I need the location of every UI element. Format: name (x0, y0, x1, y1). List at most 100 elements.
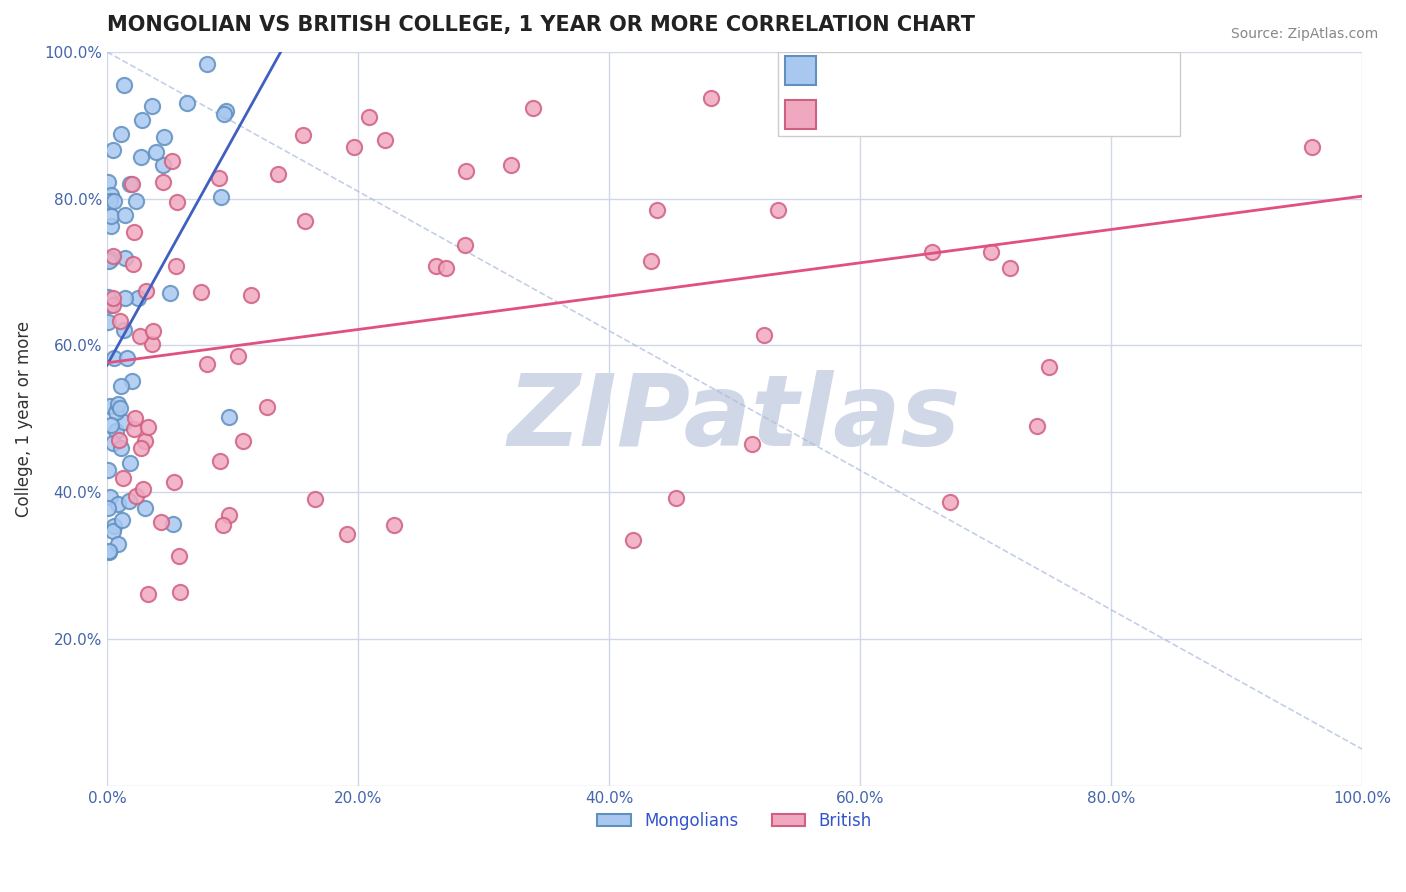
British (741, 437, 763, 451)
Mongolians (98, 253, 121, 268)
Mongolians (114, 251, 136, 265)
Mongolians (114, 291, 136, 305)
Mongolians (100, 219, 122, 233)
Mongolians (107, 537, 129, 551)
British (121, 177, 143, 191)
British (124, 422, 146, 436)
British (122, 225, 145, 239)
Mongolians (97, 315, 120, 329)
Text: MONGOLIAN VS BRITISH COLLEGE, 1 YEAR OR MORE CORRELATION CHART: MONGOLIAN VS BRITISH COLLEGE, 1 YEAR OR … (107, 15, 974, 35)
British (218, 508, 240, 522)
British (343, 140, 366, 154)
British (129, 442, 152, 456)
Mongolians (141, 99, 163, 113)
British (103, 291, 125, 305)
British (128, 329, 150, 343)
British (107, 433, 129, 447)
British (232, 434, 254, 449)
Mongolians (176, 95, 198, 110)
British (136, 419, 159, 434)
British (111, 471, 134, 485)
Mongolians (214, 103, 236, 118)
Legend: Mongolians, British: Mongolians, British (591, 805, 879, 836)
Mongolians (110, 128, 132, 142)
British (621, 533, 644, 547)
Mongolians (98, 490, 121, 504)
British (103, 250, 125, 264)
British (766, 202, 789, 217)
British (160, 153, 183, 168)
Mongolians (100, 194, 122, 208)
British (640, 253, 662, 268)
British (166, 195, 188, 210)
Mongolians (97, 175, 120, 189)
British (499, 158, 522, 172)
Mongolians (107, 397, 129, 411)
British (132, 482, 155, 496)
British (136, 587, 159, 601)
British (108, 313, 131, 327)
Mongolians (111, 513, 134, 527)
Mongolians (104, 405, 127, 419)
British (134, 434, 156, 449)
Mongolians (159, 285, 181, 300)
Mongolians (97, 290, 120, 304)
British (208, 171, 231, 186)
Mongolians (100, 418, 122, 433)
British (209, 453, 232, 467)
Mongolians (98, 544, 121, 558)
Mongolians (209, 190, 232, 204)
British (103, 298, 125, 312)
British (150, 515, 173, 529)
British (939, 495, 962, 509)
Mongolians (118, 457, 141, 471)
British (152, 175, 174, 189)
Mongolians (114, 208, 136, 222)
Mongolians (97, 500, 120, 515)
British (267, 167, 290, 181)
British (357, 110, 380, 124)
British (645, 203, 668, 218)
Mongolians (162, 517, 184, 532)
Mongolians (103, 524, 125, 539)
British (980, 244, 1002, 259)
British (226, 349, 249, 363)
Mongolians (110, 379, 132, 393)
Mongolians (104, 424, 127, 438)
Mongolians (118, 494, 141, 508)
British (169, 585, 191, 599)
Mongolians (100, 188, 122, 202)
British (135, 285, 157, 299)
British (122, 257, 145, 271)
Mongolians (107, 497, 129, 511)
British (212, 518, 235, 533)
FancyBboxPatch shape (779, 52, 1180, 136)
British (1000, 260, 1022, 275)
Mongolians (195, 56, 218, 70)
British (294, 214, 316, 228)
British (163, 475, 186, 490)
Mongolians (100, 209, 122, 223)
British (384, 518, 406, 533)
Text: ZIPatlas: ZIPatlas (508, 370, 962, 467)
British (522, 101, 544, 115)
British (797, 81, 820, 95)
Mongolians (110, 442, 132, 456)
Mongolians (103, 143, 125, 157)
FancyBboxPatch shape (785, 55, 815, 85)
Mongolians (134, 500, 156, 515)
Mongolians (112, 323, 135, 337)
British (1026, 419, 1049, 434)
British (752, 328, 775, 343)
British (699, 91, 721, 105)
British (454, 164, 477, 178)
Text: R = 0.109    N = 61: R = 0.109 N = 61 (792, 63, 967, 81)
British (197, 357, 219, 371)
Mongolians (120, 177, 142, 191)
Mongolians (101, 436, 124, 450)
Mongolians (97, 463, 120, 477)
British (291, 128, 314, 142)
British (304, 491, 326, 506)
Mongolians (103, 351, 125, 365)
Mongolians (98, 298, 121, 312)
